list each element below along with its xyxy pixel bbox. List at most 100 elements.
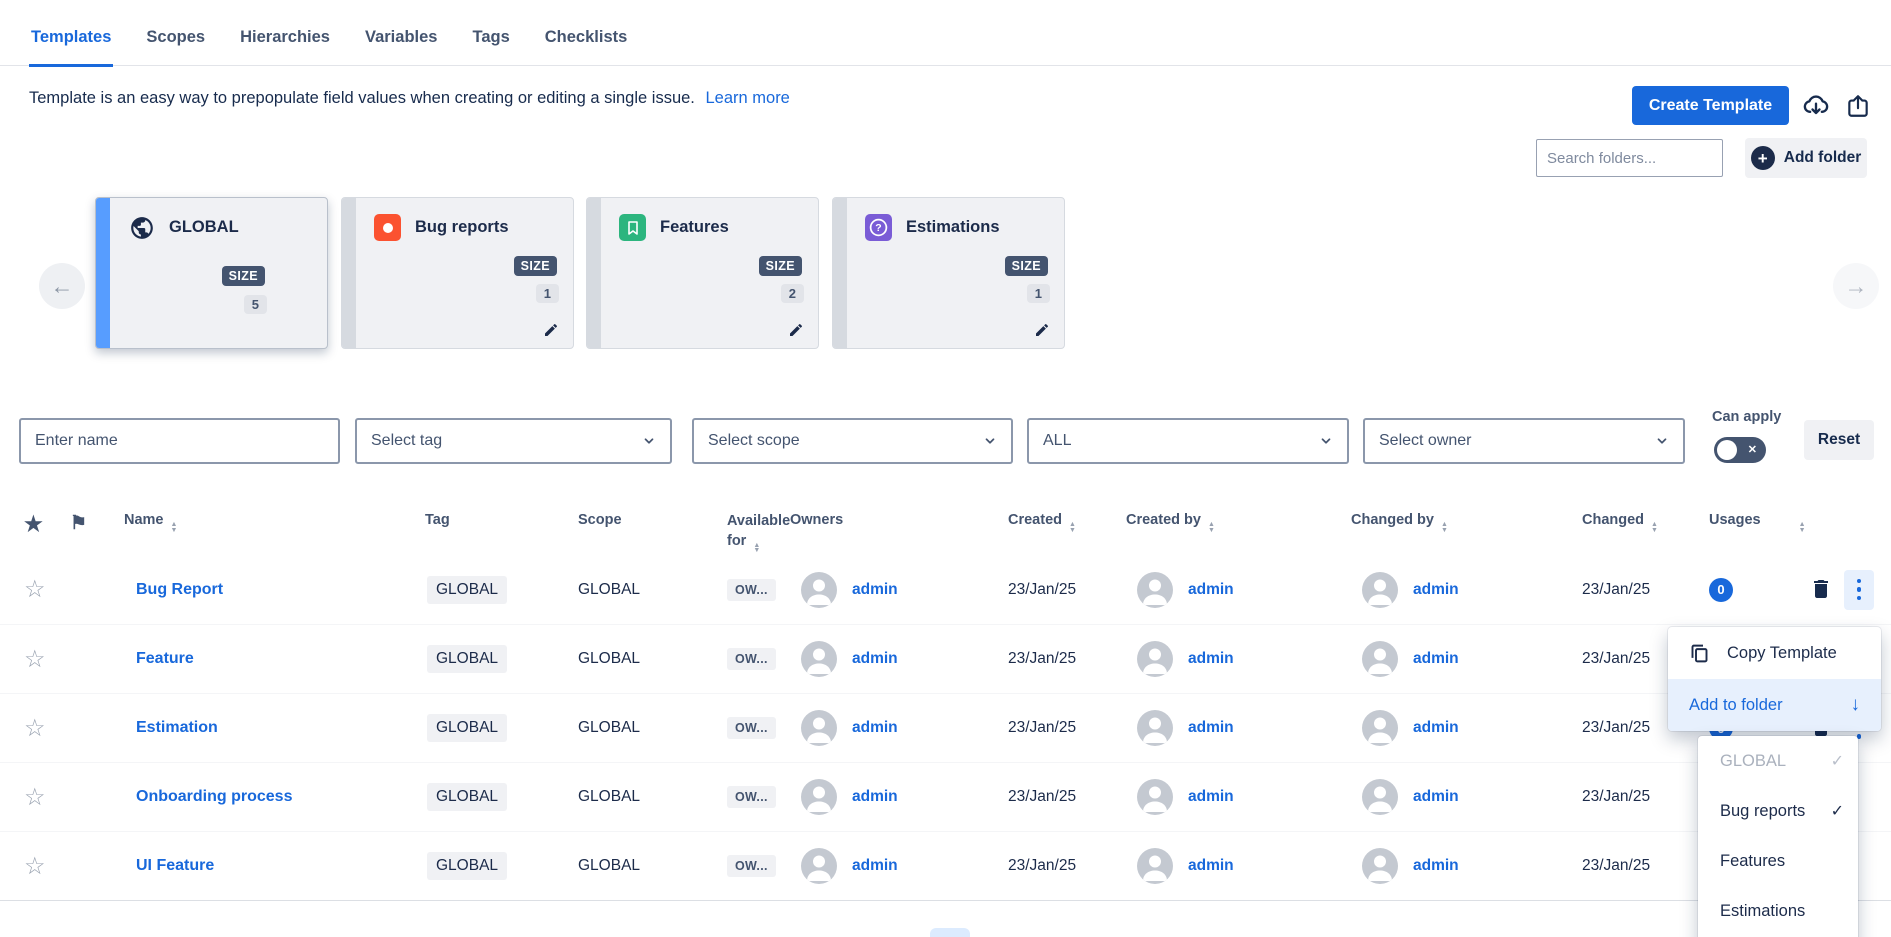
submenu-item-estimations[interactable]: Estimations	[1698, 886, 1858, 936]
changed-by-link[interactable]: admin	[1413, 788, 1459, 806]
delete-trash-icon[interactable]	[1809, 577, 1835, 603]
created-by-link[interactable]: admin	[1188, 650, 1234, 668]
tab-hierarchies[interactable]: Hierarchies	[238, 28, 332, 67]
folder-name: Features	[660, 218, 729, 237]
avatar	[1362, 710, 1398, 746]
template-name-link[interactable]: Bug Report	[136, 581, 223, 598]
owner-filter-select[interactable]: Select owner	[1363, 418, 1685, 464]
owner-link[interactable]: admin	[852, 650, 898, 668]
changed-by-link[interactable]: admin	[1413, 719, 1459, 737]
card-strip	[342, 198, 356, 348]
reset-filters-button[interactable]: Reset	[1804, 420, 1874, 460]
sort-icon[interactable]: ▲▼	[1208, 522, 1215, 533]
add-folder-button[interactable]: + Add folder	[1745, 138, 1867, 178]
col-changed-by[interactable]: Changed by▲▼	[1351, 505, 1582, 554]
pagination-page-button[interactable]	[930, 928, 970, 937]
sort-icon[interactable]: ▲▼	[171, 522, 178, 533]
table-row: ☆ Onboarding process GLOBAL GLOBAL OW...…	[0, 762, 1891, 831]
tab-tags[interactable]: Tags	[470, 28, 511, 67]
col-tag: Tag	[425, 505, 578, 554]
edit-folder-pencil-icon[interactable]	[1034, 322, 1050, 338]
created-by-link[interactable]: admin	[1188, 719, 1234, 737]
col-created[interactable]: Created▲▼	[1008, 505, 1126, 554]
export-icon[interactable]	[1842, 90, 1874, 122]
star-toggle-icon[interactable]: ☆	[0, 575, 70, 604]
edit-folder-pencil-icon[interactable]	[788, 322, 804, 338]
col-available-for[interactable]: Available for▲▼	[727, 505, 790, 554]
learn-more-link[interactable]: Learn more	[705, 89, 789, 107]
import-cloud-icon[interactable]	[1800, 90, 1832, 122]
owner-link[interactable]: admin	[852, 719, 898, 737]
owner-link[interactable]: admin	[852, 581, 898, 599]
star-toggle-icon[interactable]: ☆	[0, 645, 70, 674]
changed-by-link[interactable]: admin	[1413, 650, 1459, 668]
tab-variables[interactable]: Variables	[363, 28, 439, 67]
folder-size-count: 1	[1027, 284, 1050, 303]
carousel-left-arrow-icon[interactable]: ←	[39, 263, 85, 309]
name-filter-input[interactable]	[19, 418, 340, 464]
can-apply-toggle[interactable]: ✕	[1714, 437, 1766, 463]
folder-card-features[interactable]: Features SIZE 2	[586, 197, 819, 349]
star-column-icon[interactable]: ★	[0, 505, 70, 554]
sort-icon[interactable]: ▲▼	[1799, 522, 1806, 533]
created-date: 23/Jan/25	[1008, 581, 1126, 599]
arrow-down-icon: ↓	[1851, 694, 1861, 716]
available-for-badge: OW...	[727, 786, 776, 808]
template-name-link[interactable]: Feature	[136, 650, 194, 667]
usages-count-badge[interactable]: 0	[1709, 578, 1733, 602]
carousel-right-arrow-icon[interactable]: →	[1833, 263, 1879, 309]
star-toggle-icon[interactable]: ☆	[0, 714, 70, 743]
folder-card-estimations[interactable]: ? Estimations SIZE 1	[832, 197, 1065, 349]
tag-filter-select[interactable]: Select tag	[355, 418, 672, 464]
folder-name: Bug reports	[415, 218, 509, 237]
changed-by-link[interactable]: admin	[1413, 857, 1459, 875]
copy-template-menu-item[interactable]: Copy Template	[1668, 627, 1881, 679]
changed-date: 23/Jan/25	[1582, 788, 1709, 806]
svg-text:?: ?	[875, 222, 881, 234]
scope-filter-select[interactable]: Select scope	[692, 418, 1013, 464]
template-name-link[interactable]: Estimation	[136, 719, 218, 736]
folder-card-bug-reports[interactable]: Bug reports SIZE 1	[341, 197, 574, 349]
tab-scopes[interactable]: Scopes	[144, 28, 207, 67]
star-toggle-icon[interactable]: ☆	[0, 852, 70, 881]
created-by-link[interactable]: admin	[1188, 788, 1234, 806]
col-changed[interactable]: Changed▲▼	[1582, 505, 1709, 554]
changed-by-link[interactable]: admin	[1413, 581, 1459, 599]
submenu-item-bug-reports[interactable]: Bug reports ✓	[1698, 786, 1858, 836]
avatar	[1362, 641, 1398, 677]
sort-icon[interactable]: ▲▼	[753, 543, 760, 554]
flag-column-icon[interactable]: ⚑	[70, 505, 124, 554]
folder-card-global[interactable]: GLOBAL SIZE 5	[95, 197, 328, 349]
submenu-item-features[interactable]: Features	[1698, 836, 1858, 886]
type-filter-value: ALL	[1043, 432, 1071, 450]
col-usages[interactable]: Usages▲▼	[1709, 505, 1891, 554]
edit-folder-pencil-icon[interactable]	[543, 322, 559, 338]
owner-link[interactable]: admin	[852, 857, 898, 875]
submenu-item-global[interactable]: GLOBAL ✓	[1698, 736, 1858, 786]
col-name[interactable]: Name▲▼	[124, 505, 425, 554]
template-name-link[interactable]: UI Feature	[136, 857, 214, 874]
available-for-badge: OW...	[727, 855, 776, 877]
size-label: SIZE	[759, 256, 802, 276]
sort-icon[interactable]: ▲▼	[1441, 522, 1448, 533]
template-name-link[interactable]: Onboarding process	[136, 788, 292, 805]
created-by-link[interactable]: admin	[1188, 581, 1234, 599]
col-created-by[interactable]: Created by▲▼	[1126, 505, 1351, 554]
star-toggle-icon[interactable]: ☆	[0, 783, 70, 812]
created-by-link[interactable]: admin	[1188, 857, 1234, 875]
size-label: SIZE	[1005, 256, 1048, 276]
add-to-folder-menu-item[interactable]: Add to folder ↓	[1668, 679, 1881, 731]
owner-link[interactable]: admin	[852, 788, 898, 806]
sort-icon[interactable]: ▲▼	[1069, 522, 1076, 533]
page-description: Template is an easy way to prepopulate f…	[29, 89, 790, 108]
folder-size-count: 5	[244, 295, 267, 314]
sort-icon[interactable]: ▲▼	[1651, 522, 1658, 533]
tab-checklists[interactable]: Checklists	[543, 28, 630, 67]
type-filter-select[interactable]: ALL	[1027, 418, 1349, 464]
tab-bar: Templates Scopes Hierarchies Variables T…	[0, 0, 1891, 66]
create-template-button[interactable]: Create Template	[1632, 86, 1789, 125]
tab-templates[interactable]: Templates	[29, 28, 113, 67]
row-kebab-menu-icon[interactable]	[1844, 570, 1874, 610]
chevron-down-icon	[983, 434, 997, 448]
search-folders-input[interactable]	[1536, 139, 1723, 177]
